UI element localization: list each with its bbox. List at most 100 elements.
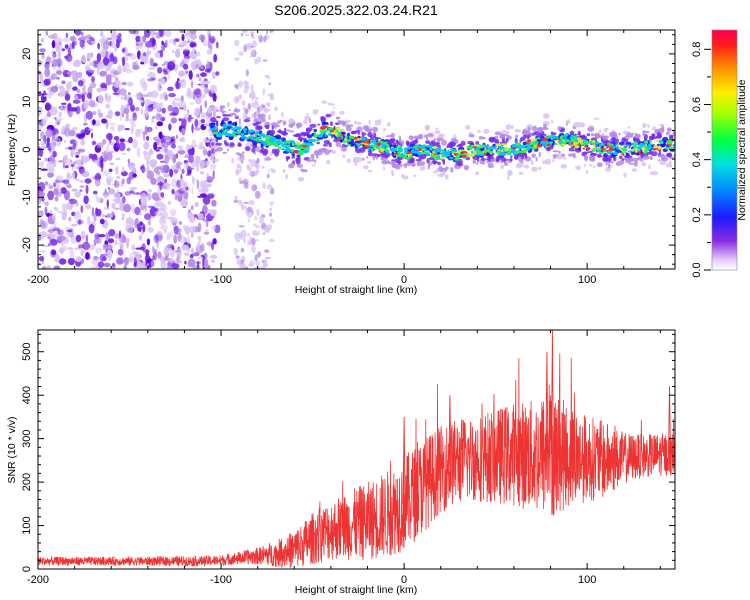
- ridge-core: [606, 144, 609, 149]
- noise-speckle: [130, 125, 134, 135]
- noise-speckle: [96, 52, 102, 63]
- noise-speckle: [173, 250, 181, 253]
- noise-speckle: [152, 38, 156, 45]
- noise-speckle: [39, 219, 44, 228]
- ridge-core: [397, 147, 404, 152]
- noise-speckle: [50, 91, 55, 96]
- y-tick-label: 10: [21, 96, 33, 108]
- noise-speckle: [80, 31, 84, 37]
- ridge-halo: [320, 117, 326, 124]
- noise-speckle: [38, 143, 41, 146]
- ridge-halo: [666, 163, 670, 168]
- ridge-halo: [424, 124, 431, 131]
- ridge-halo: [428, 161, 433, 166]
- ridge-halo: [608, 163, 611, 169]
- noise-speckle: [202, 148, 208, 156]
- noise-speckle: [129, 53, 137, 60]
- noise-speckle: [100, 49, 106, 58]
- ridge-core: [430, 154, 433, 158]
- noise-speckle: [75, 178, 80, 181]
- noise-speckle: [247, 240, 250, 246]
- noise-speckle: [156, 153, 164, 160]
- ridge-halo: [253, 152, 256, 155]
- noise-speckle: [51, 40, 56, 49]
- ridge-core: [273, 144, 279, 147]
- ridge-halo: [659, 160, 667, 165]
- ridge-halo: [598, 129, 602, 133]
- ridge-core: [298, 147, 304, 150]
- ridge-halo: [211, 142, 215, 146]
- noise-speckle: [142, 249, 150, 253]
- noise-speckle: [173, 38, 177, 46]
- ridge-core: [512, 152, 518, 155]
- chart-title: S206.2025.322.03.24.R21: [274, 2, 438, 18]
- ridge-core: [628, 146, 631, 149]
- noise-speckle: [80, 230, 86, 240]
- ridge-halo: [432, 161, 437, 165]
- noise-speckle: [235, 168, 239, 177]
- ridge-halo: [239, 136, 246, 142]
- noise-speckle: [197, 222, 202, 233]
- ridge-halo: [585, 169, 588, 175]
- ridge-halo: [280, 130, 285, 135]
- ridge-halo: [460, 140, 466, 146]
- noise-speckle: [105, 175, 114, 184]
- noise-speckle: [209, 84, 218, 94]
- noise-speckle: [178, 145, 183, 152]
- noise-speckle: [178, 259, 183, 264]
- ridge-core: [400, 153, 406, 157]
- noise-speckle: [38, 181, 46, 192]
- noise-speckle: [67, 184, 72, 189]
- ridge-halo: [291, 153, 296, 157]
- noise-speckle: [168, 92, 176, 98]
- noise-speckle: [42, 265, 46, 269]
- ridge-halo: [222, 151, 227, 154]
- noise-speckle: [205, 64, 211, 69]
- noise-speckle: [95, 247, 102, 254]
- ridge-halo: [505, 137, 509, 143]
- ridge-halo: [309, 123, 317, 128]
- ridge-core: [558, 138, 561, 141]
- noise-speckle: [141, 94, 149, 97]
- ridge-core: [624, 152, 627, 157]
- noise-speckle: [119, 243, 124, 251]
- noise-speckle: [60, 229, 64, 236]
- x-tick-label: 100: [578, 574, 596, 586]
- ridge-halo: [640, 152, 644, 158]
- snr-marks: [38, 330, 675, 569]
- noise-speckle: [130, 105, 136, 112]
- noise-speckle: [45, 265, 52, 269]
- noise-speckle: [143, 108, 150, 118]
- ridge-core: [265, 139, 269, 143]
- noise-speckle: [262, 59, 268, 62]
- ridge-core: [327, 133, 331, 136]
- ridge-halo: [449, 141, 456, 147]
- noise-speckle: [266, 184, 273, 190]
- ridge-halo: [209, 155, 215, 161]
- noise-speckle: [115, 165, 119, 176]
- ridge-halo: [456, 144, 464, 148]
- noise-speckle: [112, 262, 115, 267]
- ridge-core: [447, 152, 450, 157]
- ridge-halo: [560, 164, 568, 169]
- ridge-halo: [346, 158, 351, 164]
- ridge-halo: [588, 155, 596, 161]
- ridge-core: [386, 143, 389, 148]
- noise-speckle: [207, 150, 212, 157]
- noise-speckle: [251, 94, 254, 101]
- noise-speckle: [171, 217, 178, 225]
- noise-speckle: [74, 30, 82, 36]
- ridge-halo: [482, 162, 485, 165]
- noise-speckle: [101, 118, 108, 124]
- noise-speckle: [157, 251, 162, 259]
- noise-speckle: [59, 246, 64, 255]
- colorbar: 0.0 0.2 0.4 0.6 0.8 Normalized spectral ampl…: [691, 29, 748, 278]
- noise-speckle: [109, 162, 115, 165]
- ridge-halo: [441, 170, 446, 175]
- ridge-halo: [494, 140, 500, 144]
- noise-speckle: [148, 67, 155, 70]
- noise-speckle: [129, 187, 138, 190]
- ridge-halo: [305, 113, 309, 115]
- noise-speckle: [185, 70, 189, 74]
- spectrogram-marks: [38, 30, 675, 269]
